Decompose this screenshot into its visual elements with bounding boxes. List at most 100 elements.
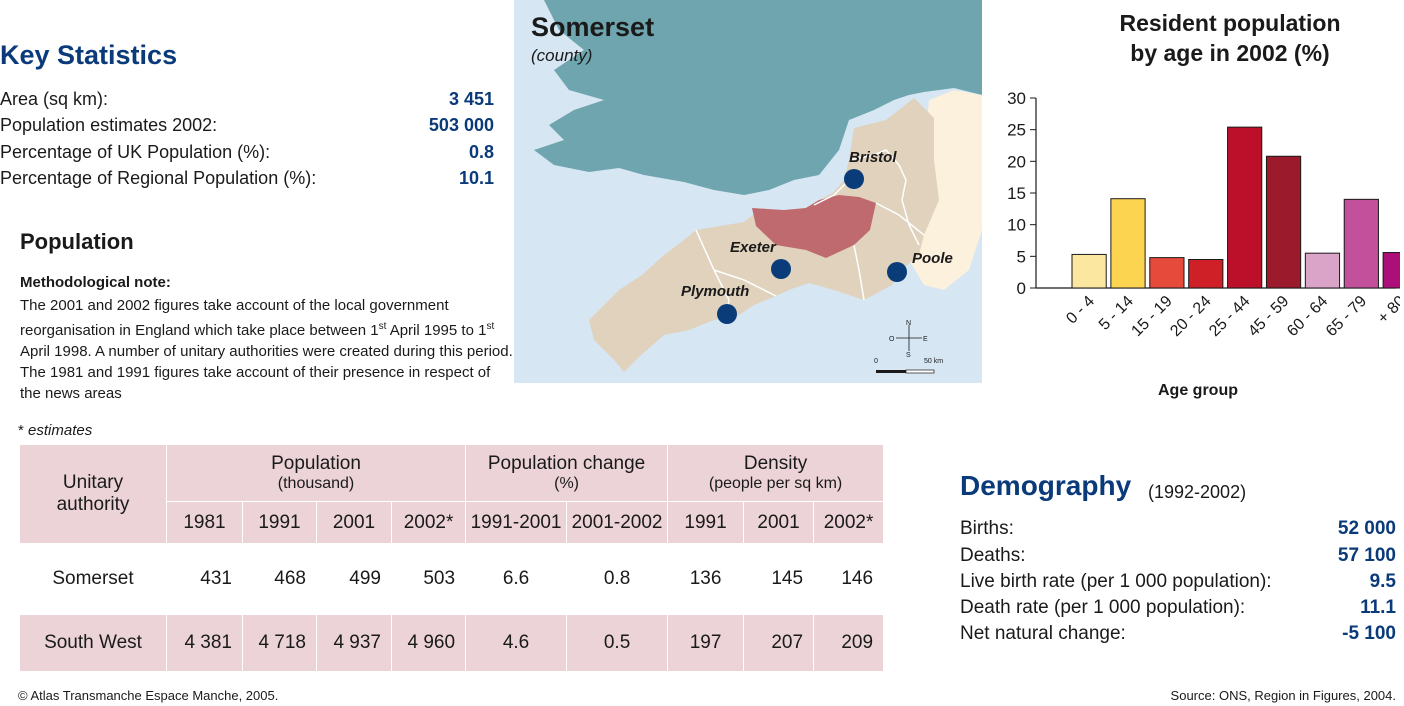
y-tick-label: 25	[1007, 121, 1026, 140]
city-label-poole: Poole	[912, 250, 953, 267]
table-row: South West 4 381 4 718 4 937 4 960 4.6 0…	[19, 614, 885, 672]
table-cell: 499	[316, 543, 392, 615]
demography-row-live-birth-rate: Live birth rate (per 1 000 population): …	[960, 571, 1396, 597]
svg-text:0: 0	[874, 358, 878, 365]
x-tick-label: 25 - 44	[1206, 293, 1253, 340]
source-note: Source: ONS, Region in Figures, 2004.	[1170, 688, 1396, 703]
somerset-county	[752, 195, 876, 258]
x-tick-label: + 80	[1375, 293, 1400, 327]
table-row: Somerset 431 468 499 503 6.6 0.8 136 145…	[19, 543, 885, 615]
demography-label: Death rate (per 1 000 population):	[960, 597, 1246, 618]
bar-7	[1304, 252, 1341, 289]
city-markers	[717, 169, 907, 324]
demography-value: 57 100	[1337, 545, 1396, 566]
chart-title-line-1: Resident population	[1119, 10, 1341, 36]
bristol-marker	[844, 169, 864, 189]
stat-label: Percentage of Regional Population (%):	[0, 168, 317, 188]
wales-landmass	[534, 0, 982, 195]
table-cell: 145	[743, 543, 815, 615]
column-header: 2002*	[813, 501, 885, 544]
y-tick-label: 5	[1017, 247, 1026, 266]
table-cell: 0.5	[566, 614, 669, 672]
stat-value: 0.8	[468, 142, 494, 162]
bar-6	[1265, 155, 1302, 289]
table-cell: 503	[390, 543, 467, 615]
stat-row-uk-percentage: Percentage of UK Population (%): 0.8	[0, 142, 494, 168]
compass-rose: N S E O	[889, 320, 928, 359]
estimates-note: * estimates	[18, 422, 93, 439]
city-label-exeter: Exeter	[730, 239, 777, 256]
demography-value: 11.1	[1360, 597, 1396, 618]
bar-9	[1382, 252, 1400, 289]
header-population-change: Population change (%)	[465, 444, 669, 502]
table-cell: 197	[667, 614, 745, 672]
bar-3	[1149, 257, 1185, 289]
methodological-note-text: The 2001 and 2002 figures take account o…	[20, 297, 513, 402]
column-header: 2001	[743, 501, 815, 544]
table-cell: 209	[813, 614, 885, 672]
demography-row-death-rate: Death rate (per 1 000 population): 11.1	[960, 597, 1396, 623]
x-tick-label: 60 - 64	[1284, 293, 1331, 340]
y-tick-label: 15	[1007, 184, 1026, 203]
south-west-region	[589, 98, 939, 372]
row-name: Somerset	[19, 543, 167, 615]
population-table: Unitary authority Population (thousand) P…	[19, 444, 885, 672]
column-header: 1991	[667, 501, 745, 544]
demography-row-net-natural-change: Net natural change: -5 100	[960, 623, 1396, 649]
demography-value: 9.5	[1369, 571, 1396, 592]
key-statistics-title: Key Statistics	[0, 40, 178, 70]
demography-value: -5 100	[1342, 623, 1396, 644]
exeter-marker	[771, 259, 791, 279]
column-header: 1991	[242, 501, 317, 544]
stat-value: 3 451	[448, 89, 494, 109]
table-cell: 6.6	[465, 543, 568, 615]
svg-text:S: S	[906, 352, 911, 359]
demography-value: 52 000	[1337, 518, 1396, 539]
demography-row-births: Births: 52 000	[960, 518, 1396, 544]
demography-label: Live birth rate (per 1 000 population):	[960, 571, 1272, 592]
table-cell: 468	[242, 543, 317, 615]
y-tick-label: 20	[1007, 152, 1026, 171]
x-tick-label: 65 - 79	[1323, 293, 1370, 340]
stat-label: Area (sq km):	[0, 89, 109, 109]
bar-5	[1227, 126, 1263, 289]
stat-row-area: Area (sq km): 3 451	[0, 89, 494, 115]
svg-text:O: O	[889, 336, 895, 343]
table-cell: 207	[743, 614, 815, 672]
svg-text:E: E	[923, 336, 928, 343]
x-axis-label: Age group	[1158, 382, 1238, 399]
column-header: 2002*	[390, 501, 467, 544]
population-title: Population	[20, 229, 134, 254]
chart-title: Resident population by age in 2002 (%)	[1000, 8, 1404, 68]
map-subtitle: (county)	[531, 46, 593, 65]
y-tick-label: 0	[1017, 279, 1026, 298]
bar-4	[1188, 259, 1224, 289]
chart-title-line-2: by age in 2002 (%)	[1130, 40, 1330, 66]
city-label-bristol: Bristol	[849, 149, 897, 166]
stat-value: 10.1	[458, 168, 494, 188]
scale-bar: 0 50 km	[874, 358, 943, 374]
demography-label: Births:	[960, 518, 1014, 539]
table-cell: 4 960	[390, 614, 467, 672]
y-tick-label: 10	[1007, 216, 1026, 235]
bar-2	[1110, 198, 1146, 289]
somerset-map: Bristol Exeter Poole Plymouth N S E O 0 …	[514, 0, 982, 383]
plymouth-marker	[717, 304, 737, 324]
demography-label: Deaths:	[960, 545, 1026, 566]
table-cell: 4 937	[316, 614, 392, 672]
column-header: 2001	[316, 501, 392, 544]
demography-title: Demography	[960, 470, 1132, 501]
stat-row-regional-percentage: Percentage of Regional Population (%): 1…	[0, 168, 494, 194]
table-cell: 0.8	[566, 543, 669, 615]
copyright-note: © Atlas Transmanche Espace Manche, 2005.	[18, 688, 279, 703]
x-tick-label: 15 - 19	[1128, 293, 1175, 340]
y-tick-label: 30	[1007, 89, 1026, 108]
poole-marker	[887, 262, 907, 282]
header-unitary-authority: Unitary authority	[19, 444, 167, 544]
methodological-note-label: Methodological note:	[20, 274, 171, 291]
x-tick-label: 0 - 4	[1063, 293, 1098, 328]
header-population: Population (thousand)	[165, 444, 467, 502]
stat-value: 503 000	[428, 115, 494, 135]
table-cell: 4 718	[242, 614, 317, 672]
